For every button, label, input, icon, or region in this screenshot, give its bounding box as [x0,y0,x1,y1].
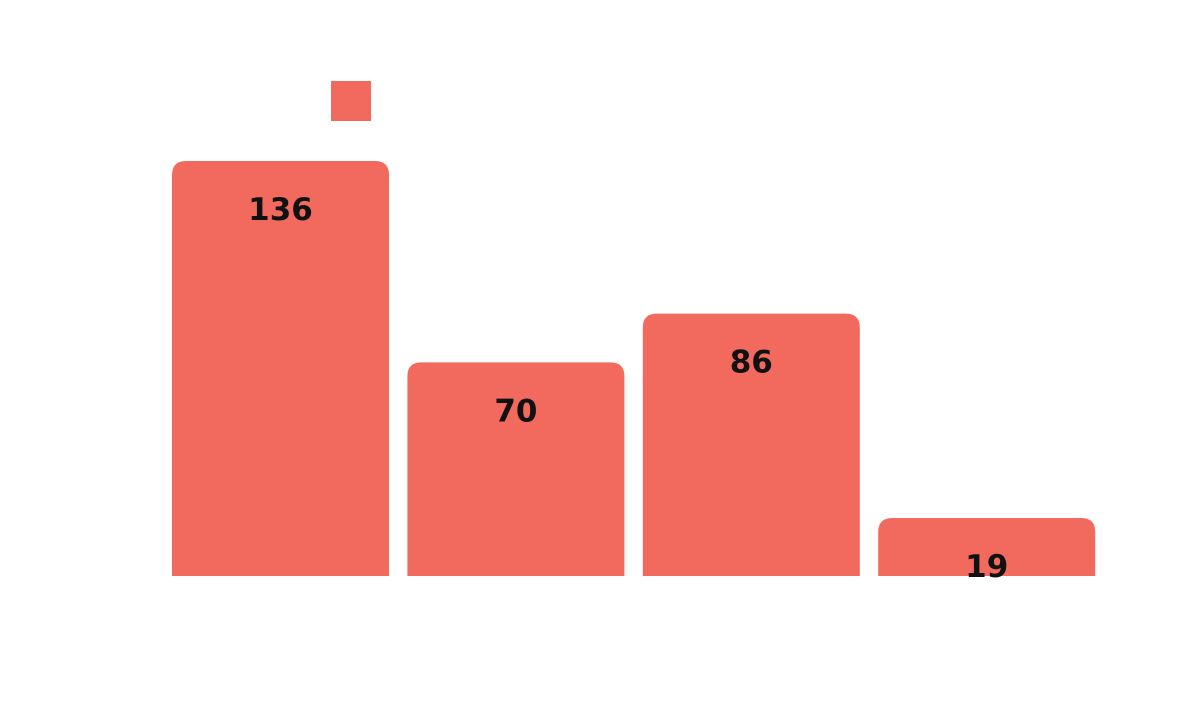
bar-3 [642,313,860,576]
bar-2 [407,362,625,576]
bar-1 [172,161,389,576]
data-labels: 136 70 86 19 [248,192,1008,585]
bar-value-label-2: 70 [494,393,537,429]
legend-swatch [331,81,371,121]
bar-value-label-4: 19 [965,549,1008,585]
bars [172,161,1096,576]
bar-value-label-1: 136 [248,192,313,228]
bar-4 [878,518,1096,576]
legend [331,81,371,121]
bar-value-label-3: 86 [730,345,773,381]
